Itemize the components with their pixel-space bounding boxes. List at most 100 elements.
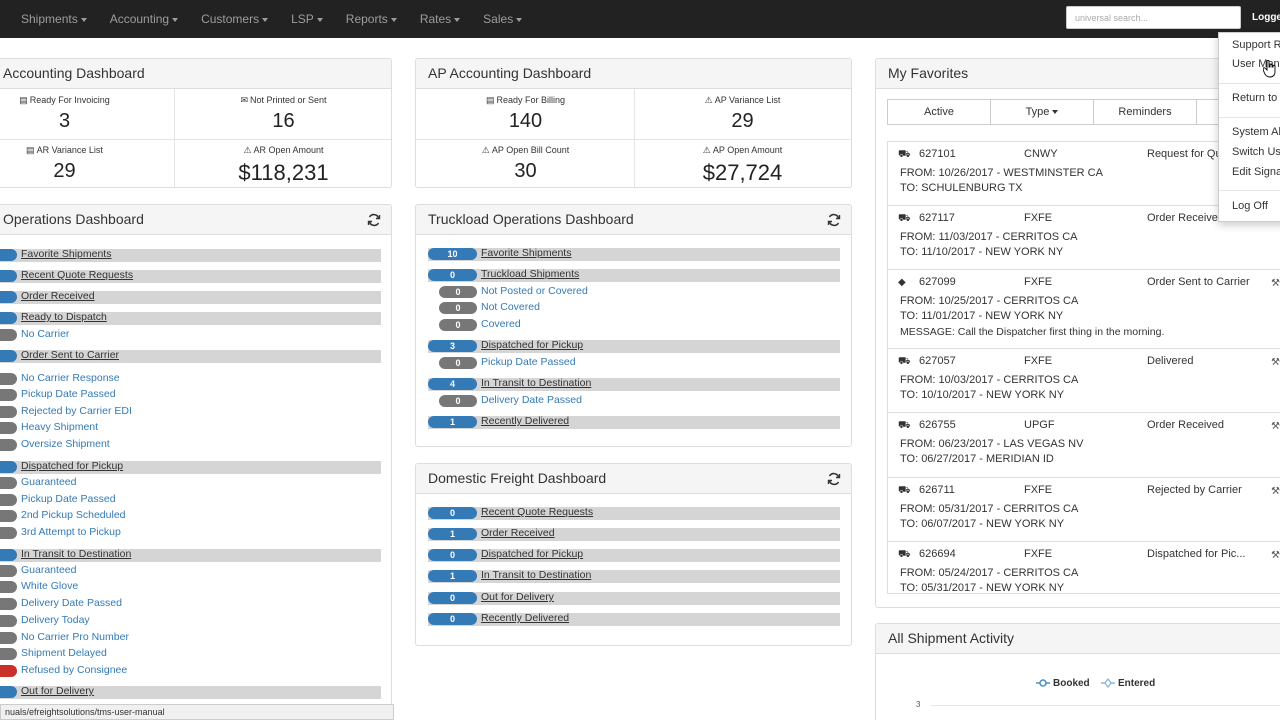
list-item[interactable]: 0 Not Posted or Covered bbox=[428, 285, 628, 299]
stat-ap-open-bill-count[interactable]: ⚠ AP Open Bill Count 30 bbox=[417, 145, 634, 183]
nav-rates[interactable]: Rates bbox=[420, 12, 461, 26]
row-label[interactable]: Recent Quote Requests bbox=[21, 269, 134, 281]
row-label[interactable]: Guaranteed bbox=[21, 564, 77, 576]
section-header-row[interactable]: Ready to Dispatch bbox=[0, 311, 381, 325]
list-item[interactable]: No Carrier bbox=[0, 328, 291, 342]
menu-item-support[interactable]: Support R bbox=[1232, 39, 1280, 51]
row-label[interactable]: In Transit to Destination bbox=[481, 569, 592, 581]
list-item[interactable]: Oversize Shipment bbox=[0, 438, 291, 452]
row-label[interactable]: Recent Quote Requests bbox=[481, 506, 594, 518]
row-label[interactable]: Not Covered bbox=[481, 301, 540, 313]
row-label[interactable]: Shipment Delayed bbox=[21, 647, 107, 659]
legend-booked[interactable]: Booked bbox=[1053, 678, 1090, 689]
refresh-icon[interactable] bbox=[827, 213, 841, 227]
row-label[interactable]: Out for Delivery bbox=[481, 591, 554, 603]
row-label[interactable]: Recently Delivered bbox=[481, 415, 570, 427]
favorite-shipment-card[interactable]: ⛟ 627057 FXFE Delivered FROM: 10/03/2017 - C… bbox=[888, 349, 1280, 413]
stat-not-printed-or-sent[interactable]: ✉ Not Printed or Sent 16 bbox=[175, 95, 391, 133]
stat-ap-variance-list[interactable]: ⚠ AP Variance List 29 bbox=[634, 95, 851, 133]
row-label[interactable]: Delivery Today bbox=[21, 614, 90, 626]
section-header-row[interactable]: 1 In Transit to Destination bbox=[428, 569, 840, 583]
row-label[interactable]: Order Received bbox=[21, 290, 95, 302]
refresh-icon[interactable] bbox=[367, 213, 381, 227]
list-item[interactable]: Pickup Date Passed bbox=[0, 493, 291, 507]
shipment-id[interactable]: 627101 bbox=[919, 148, 956, 160]
row-label[interactable]: No Carrier bbox=[21, 328, 70, 340]
tab-reminders[interactable]: Reminders bbox=[1093, 99, 1197, 125]
row-label[interactable]: In Transit to Destination bbox=[481, 377, 592, 389]
row-label[interactable]: Dispatched for Pickup bbox=[481, 339, 584, 351]
stat-ready-for-invoicing[interactable]: ▤ Ready For Invoicing 3 bbox=[0, 95, 173, 133]
row-label[interactable]: Pickup Date Passed bbox=[481, 356, 576, 368]
row-label[interactable]: Truckload Shipments bbox=[481, 268, 580, 280]
list-item[interactable]: 0 Delivery Date Passed bbox=[428, 394, 628, 408]
wrench-icon[interactable]: ⚒ bbox=[1271, 486, 1280, 497]
nav-reports[interactable]: Reports bbox=[346, 12, 397, 26]
shipment-id[interactable]: 627117 bbox=[919, 212, 955, 224]
tab-active[interactable]: Active bbox=[887, 99, 991, 125]
wrench-icon[interactable]: ⚒ bbox=[1271, 550, 1280, 561]
favorite-shipment-card[interactable]: ⛟ 626711 FXFE Rejected by Carrier FROM: 05/3… bbox=[888, 478, 1280, 542]
list-item[interactable]: Guaranteed bbox=[0, 476, 291, 490]
nav-sales[interactable]: Sales bbox=[483, 12, 523, 26]
tab-type[interactable]: Type bbox=[990, 99, 1094, 125]
shipment-id[interactable]: 626711 bbox=[919, 484, 955, 496]
shipment-id[interactable]: 626755 bbox=[919, 419, 956, 431]
list-item[interactable]: Rejected by Carrier EDI bbox=[0, 405, 291, 419]
menu-item-system-alerts[interactable]: System Al bbox=[1232, 126, 1280, 138]
list-item[interactable]: 0 Pickup Date Passed bbox=[428, 356, 628, 370]
row-label[interactable]: 2nd Pickup Scheduled bbox=[21, 509, 126, 521]
favorite-shipment-card[interactable]: ⛟ 627117 FXFE Order Received FROM: 11/03/201… bbox=[888, 206, 1280, 270]
nav-customers[interactable]: Customers bbox=[201, 12, 269, 26]
stat-ar-variance-list[interactable]: ▤ AR Variance List 29 bbox=[0, 145, 173, 183]
nav-shipments[interactable]: Shipments bbox=[21, 12, 87, 26]
list-item[interactable]: 0 Not Covered bbox=[428, 301, 628, 315]
list-item[interactable]: 2nd Pickup Scheduled bbox=[0, 509, 291, 523]
menu-item-return[interactable]: Return to bbox=[1232, 92, 1278, 104]
favorite-shipment-card[interactable]: ⛟ 626694 FXFE Dispatched for Pic... FROM: 05… bbox=[888, 542, 1280, 593]
section-header-row[interactable]: 0 Out for Delivery bbox=[428, 591, 840, 605]
list-item[interactable]: Shipment Delayed bbox=[0, 647, 291, 661]
section-header-row[interactable]: 3 Dispatched for Pickup bbox=[428, 339, 840, 353]
list-item[interactable]: Heavy Shipment bbox=[0, 421, 291, 435]
section-header-row[interactable]: Order Sent to Carrier bbox=[0, 349, 381, 363]
universal-search-input[interactable] bbox=[1066, 6, 1241, 29]
list-item[interactable]: Refused by Consignee bbox=[0, 664, 291, 678]
favorite-shipment-card[interactable]: ⛟ 626755 UPGF Order Received FROM: 06/23/201… bbox=[888, 413, 1280, 478]
row-label[interactable]: Refused by Consignee bbox=[21, 664, 128, 676]
row-label[interactable]: No Carrier Response bbox=[21, 372, 120, 384]
nav-lsp[interactable]: LSP bbox=[291, 12, 323, 26]
list-item[interactable]: No Carrier Pro Number bbox=[0, 631, 291, 645]
section-header-row[interactable]: Favorite Shipments bbox=[0, 248, 381, 262]
row-label[interactable]: No Carrier Pro Number bbox=[21, 631, 129, 643]
favorite-shipment-card[interactable]: ◆ 627099 FXFE Order Sent to Carrier FROM: 10… bbox=[888, 270, 1280, 349]
section-header-row[interactable]: 0 Dispatched for Pickup bbox=[428, 548, 840, 562]
section-header-row[interactable]: 1 Order Received bbox=[428, 527, 840, 541]
row-label[interactable]: 3rd Attempt to Pickup bbox=[21, 526, 121, 538]
wrench-icon[interactable]: ⚒ bbox=[1271, 357, 1280, 368]
menu-item-edit-signature[interactable]: Edit Signa bbox=[1232, 166, 1280, 178]
nav-accounting[interactable]: Accounting bbox=[110, 12, 179, 26]
row-label[interactable]: Dispatched for Pickup bbox=[481, 548, 584, 560]
logged-in-menu[interactable]: Logged bbox=[1252, 12, 1280, 23]
stat-ap-open-amount[interactable]: ⚠ AP Open Amount $27,724 bbox=[634, 145, 851, 186]
list-item[interactable]: No Carrier Response bbox=[0, 372, 291, 386]
row-label[interactable]: Guaranteed bbox=[21, 476, 77, 488]
section-header-row[interactable]: In Transit to Destination bbox=[0, 548, 381, 562]
section-header-row[interactable]: 1 Recently Delivered bbox=[428, 415, 840, 429]
section-header-row[interactable]: 4 In Transit to Destination bbox=[428, 377, 840, 391]
section-header-row[interactable]: Dispatched for Pickup bbox=[0, 460, 381, 474]
list-item[interactable]: 0 Covered bbox=[428, 318, 628, 332]
section-header-row[interactable]: 0 Recent Quote Requests bbox=[428, 506, 840, 520]
row-label[interactable]: Order Received bbox=[481, 527, 555, 539]
row-label[interactable]: Covered bbox=[481, 318, 521, 330]
favorite-shipment-card[interactable]: ⛟ 627101 CNWY Request for Qu FROM: 10/26/201… bbox=[888, 142, 1280, 206]
section-header-row[interactable]: 0 Truckload Shipments bbox=[428, 268, 840, 282]
row-label[interactable]: Recently Delivered bbox=[481, 612, 570, 624]
menu-item-log-off[interactable]: Log Off bbox=[1232, 200, 1268, 212]
row-label[interactable]: Not Posted or Covered bbox=[481, 285, 588, 297]
section-header-row[interactable]: 0 Recently Delivered bbox=[428, 612, 840, 626]
wrench-icon[interactable]: ⚒ bbox=[1271, 421, 1280, 432]
row-label[interactable]: Oversize Shipment bbox=[21, 438, 110, 450]
list-item[interactable]: Pickup Date Passed bbox=[0, 388, 291, 402]
